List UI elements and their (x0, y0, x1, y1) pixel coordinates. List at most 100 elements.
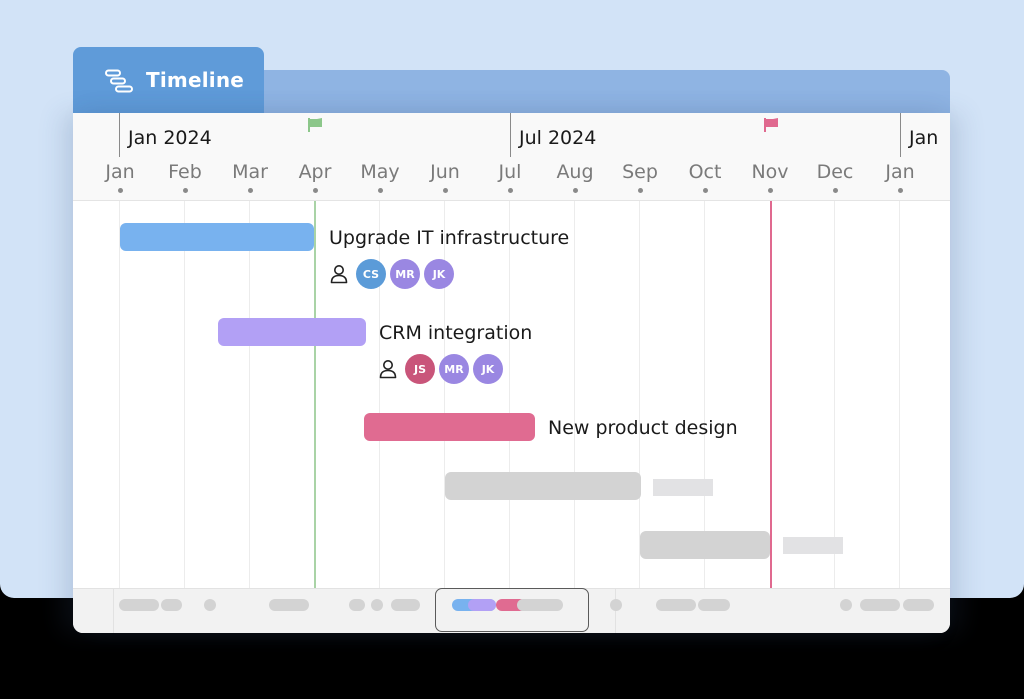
minimap-divider (615, 589, 616, 633)
timeline-window: Timeline Jan 2024 Jul 2024 Jan J (73, 47, 950, 633)
month-label: Oct (688, 161, 722, 183)
minimap-item (656, 599, 696, 611)
month-label: Aug (556, 161, 594, 183)
task-title-placeholder (653, 479, 713, 496)
minimap-item (698, 599, 730, 611)
grid-line (639, 201, 640, 588)
avatar[interactable]: JS (405, 354, 435, 384)
month-dot (182, 188, 188, 193)
month-label: Dec (816, 161, 854, 183)
timeline-panel: Jan 2024 Jul 2024 Jan Jan Feb Mar Apr (73, 113, 950, 633)
timeline-body: Upgrade IT infrastructure CS MR JK CRM i… (73, 201, 950, 588)
avatar[interactable]: JK (473, 354, 503, 384)
month-dot (637, 188, 643, 193)
grid-line (184, 201, 185, 588)
month-label: Jan (885, 161, 915, 183)
month-tick: Nov (740, 161, 800, 193)
minimap-item (391, 599, 420, 611)
minimap-item (903, 599, 934, 611)
minimap-item (269, 599, 309, 611)
task-bar-placeholder[interactable] (640, 531, 770, 559)
month-dot (702, 188, 708, 193)
tab-label: Timeline (146, 68, 245, 92)
month-dot (117, 188, 123, 193)
task-title[interactable]: New product design (548, 417, 738, 439)
flag-icon[interactable] (764, 118, 778, 132)
avatar[interactable]: CS (356, 259, 386, 289)
month-label: May (360, 161, 400, 183)
month-tick: Apr (285, 161, 345, 193)
minimap-item (517, 599, 563, 611)
month-tick: Aug (545, 161, 605, 193)
month-dot (442, 188, 448, 193)
month-label: Feb (168, 161, 202, 183)
month-dot (507, 188, 513, 193)
month-tick: Mar (220, 161, 280, 193)
month-label: Jan (105, 161, 135, 183)
grid-line (899, 201, 900, 588)
grid-line (249, 201, 250, 588)
month-label: Apr (298, 161, 332, 183)
month-tick: Oct (675, 161, 735, 193)
avatar-initials: CS (362, 267, 380, 281)
year-label: Jan 2024 (128, 127, 212, 149)
task-title[interactable]: Upgrade IT infrastructure (329, 227, 570, 249)
month-label: Jul (498, 161, 522, 183)
month-label: Sep (622, 161, 658, 183)
task-title[interactable]: CRM integration (379, 322, 533, 344)
month-label: Jun (430, 161, 460, 183)
month-tick: Jul (480, 161, 540, 193)
milestone-line-green (314, 201, 316, 588)
avatar-initials: MR (395, 267, 415, 281)
minimap-item (371, 599, 383, 611)
minimap-item (161, 599, 182, 611)
timeline-minimap[interactable] (73, 588, 950, 633)
avatar[interactable]: MR (439, 354, 469, 384)
grid-line (509, 201, 510, 588)
month-label: Nov (751, 161, 789, 183)
month-label: Mar (232, 161, 268, 183)
month-tick: Dec (805, 161, 865, 193)
task-assignees: JS MR JK (379, 354, 503, 384)
avatar[interactable]: JK (424, 259, 454, 289)
task-bar-new-product-design[interactable] (364, 413, 535, 441)
month-tick: Sep (610, 161, 670, 193)
person-icon (330, 265, 348, 284)
grid-line (444, 201, 445, 588)
month-tick: Feb (155, 161, 215, 193)
month-tick: Jan (90, 161, 150, 193)
month-tick: Jun (415, 161, 475, 193)
avatar-initials: JK (481, 362, 495, 376)
grid-line (834, 201, 835, 588)
task-bar-crm-integration[interactable] (218, 318, 366, 346)
minimap-viewport-handle[interactable] (435, 588, 589, 632)
minimap-divider (113, 589, 114, 633)
grid-line (379, 201, 380, 588)
task-bar-upgrade-it[interactable] (120, 223, 314, 251)
grid-line (119, 201, 120, 588)
timeline-icon (105, 69, 133, 93)
minimap-item (860, 599, 900, 611)
milestone-line-pink (770, 201, 772, 588)
tab-timeline[interactable]: Timeline (73, 47, 264, 113)
month-dot (897, 188, 903, 193)
avatar[interactable]: MR (390, 259, 420, 289)
avatar-initials: MR (444, 362, 464, 376)
month-dot (767, 188, 773, 193)
month-dot (572, 188, 578, 193)
flag-icon[interactable] (308, 118, 322, 132)
avatar-initials: JS (413, 362, 426, 376)
month-tick: Jan (870, 161, 930, 193)
person-icon (379, 360, 397, 379)
month-tick: May (350, 161, 410, 193)
task-assignees: CS MR JK (330, 259, 454, 289)
avatar-initials: JK (432, 267, 446, 281)
task-bar-placeholder[interactable] (445, 472, 641, 500)
timeline-header: Jan 2024 Jul 2024 Jan Jan Feb Mar Apr (73, 113, 950, 201)
year-marker: Jul 2024 (510, 113, 596, 157)
year-label: Jul 2024 (519, 127, 597, 149)
year-marker: Jan 2024 (119, 113, 212, 157)
minimap-item (349, 599, 365, 611)
month-dot (247, 188, 253, 193)
year-label: Jan (909, 127, 939, 149)
